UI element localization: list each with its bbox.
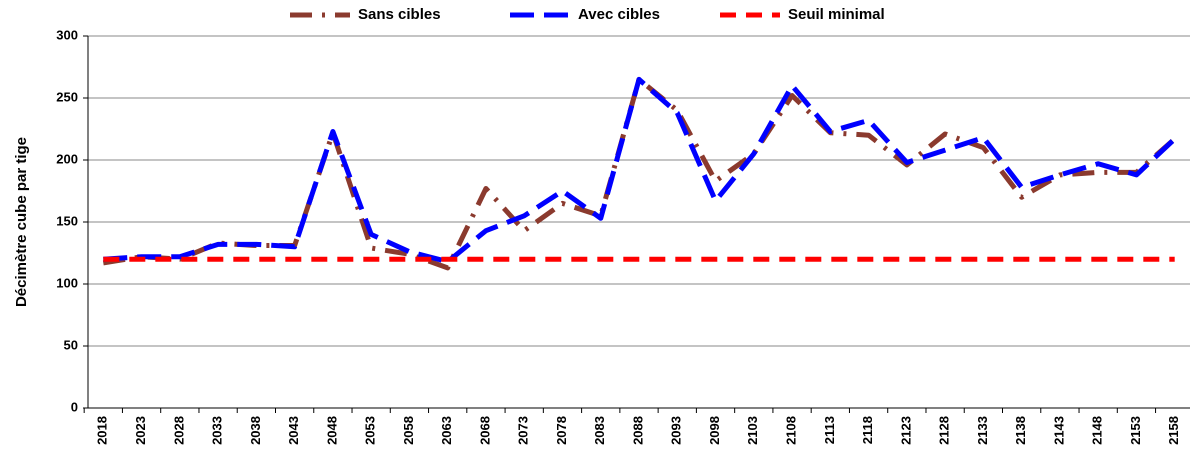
x-tick-label: 2128 (937, 416, 952, 445)
y-tick-label: 150 (56, 213, 78, 228)
x-tick-label: 2023 (133, 416, 148, 445)
y-tick-label: 100 (56, 275, 78, 290)
x-tick-label: 2143 (1051, 416, 1066, 445)
x-tick-label: 2038 (248, 416, 263, 445)
x-tick-label: 2078 (554, 416, 569, 445)
y-tick-label: 50 (64, 337, 78, 352)
x-tick-label: 2123 (898, 416, 913, 445)
x-tick-label: 2108 (783, 416, 798, 445)
y-tick-label: 0 (71, 399, 78, 414)
x-tick-label: 2138 (1013, 416, 1028, 445)
y-tick-label: 200 (56, 151, 78, 166)
legend-label: Seuil minimal (788, 6, 885, 23)
y-tick-label: 250 (56, 89, 78, 104)
x-tick-label: 2148 (1090, 416, 1105, 445)
x-tick-label: 2083 (592, 416, 607, 445)
y-tick-label: 300 (56, 27, 78, 42)
x-tick-label: 2053 (363, 416, 378, 445)
x-tick-label: 2028 (171, 416, 186, 445)
x-tick-label: 2063 (439, 416, 454, 445)
x-tick-label: 2133 (975, 416, 990, 445)
x-tick-label: 2018 (95, 416, 110, 445)
legend-label: Sans cibles (358, 6, 441, 23)
x-tick-label: 2098 (707, 416, 722, 445)
x-tick-label: 2058 (401, 416, 416, 445)
line-series (103, 76, 1177, 265)
x-tick-label: 2043 (286, 416, 301, 445)
x-tick-label: 2118 (860, 416, 875, 444)
x-tick-label: 2153 (1128, 416, 1143, 445)
x-tick-label: 2158 (1166, 416, 1181, 445)
x-tick-label: 2093 (669, 416, 684, 445)
x-tick-label: 2073 (516, 416, 531, 445)
x-tick-label: 2103 (745, 416, 760, 445)
x-tick-label: 2113 (822, 416, 837, 444)
x-tick-label: 2048 (324, 416, 339, 445)
x-tick-label: 2033 (210, 416, 225, 445)
x-tick-label: 2088 (630, 416, 645, 445)
y-axis-label: Décimètre cube par tige (13, 137, 30, 307)
legend-label: Avec cibles (578, 6, 660, 23)
x-tick-label: 2068 (477, 416, 492, 445)
